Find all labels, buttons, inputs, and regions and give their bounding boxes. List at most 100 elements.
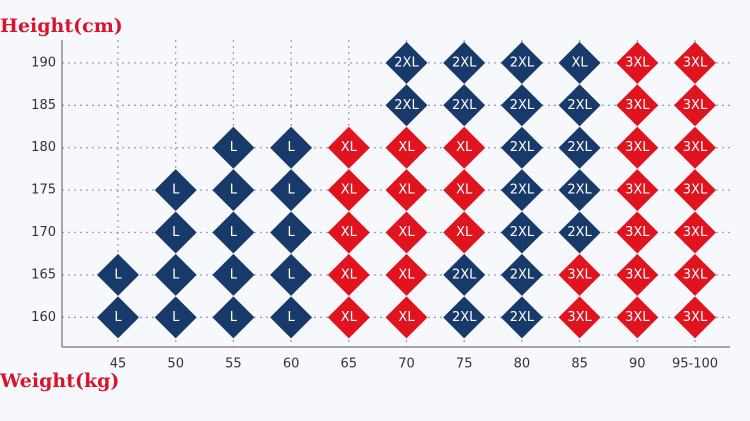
size-label: L <box>172 310 180 325</box>
size-label: L <box>172 267 180 282</box>
size-label: XL <box>341 310 358 325</box>
size-label: 2XL <box>567 98 592 113</box>
size-label: L <box>230 267 238 282</box>
size-diamond <box>385 253 428 296</box>
x-tick-label: 85 <box>571 357 588 372</box>
size-diamond <box>500 126 543 169</box>
size-diamond <box>270 126 313 169</box>
x-tick-label: 75 <box>456 357 473 372</box>
size-diamond <box>327 253 370 296</box>
size-label: XL <box>341 225 358 240</box>
x-axis-title: Weight(kg) <box>0 370 119 392</box>
size-label: 2XL <box>394 98 419 113</box>
size-label: XL <box>572 55 589 70</box>
size-label: XL <box>341 183 358 198</box>
size-diamond <box>154 296 197 339</box>
size-label: 3XL <box>683 140 708 155</box>
size-diamond <box>443 126 486 169</box>
size-label: XL <box>456 140 473 155</box>
size-diamond <box>616 211 659 254</box>
size-diamond <box>500 169 543 212</box>
size-diamond <box>270 169 313 212</box>
size-diamond <box>500 211 543 254</box>
size-label: 3XL <box>683 183 708 198</box>
size-diamond <box>443 169 486 212</box>
size-diamond <box>270 296 313 339</box>
x-tick-label: 95-100 <box>672 357 718 372</box>
x-tick-label: 80 <box>514 357 531 372</box>
x-tick-label: 65 <box>341 357 358 372</box>
size-diamond <box>327 126 370 169</box>
size-label: 3XL <box>567 310 592 325</box>
size-label: 3XL <box>683 98 708 113</box>
size-diamond <box>674 211 716 254</box>
size-diamond <box>443 41 486 84</box>
size-diamond <box>212 126 255 169</box>
size-label: L <box>230 225 238 240</box>
size-label: XL <box>398 225 415 240</box>
size-diamond <box>385 41 428 84</box>
size-diamond <box>558 211 601 254</box>
size-label: 3XL <box>625 98 650 113</box>
size-diamond <box>443 296 486 339</box>
size-label: 2XL <box>452 310 477 325</box>
size-label: L <box>114 310 122 325</box>
size-label: 3XL <box>625 225 650 240</box>
size-diamond <box>558 126 601 169</box>
x-tick-label: 90 <box>629 357 646 372</box>
size-diamond <box>674 41 716 84</box>
size-diamond <box>674 296 716 339</box>
size-label: 2XL <box>567 140 592 155</box>
size-diamond <box>154 169 197 212</box>
size-label: 3XL <box>625 267 650 282</box>
x-tick-label: 50 <box>167 357 184 372</box>
size-diamond <box>558 169 601 212</box>
x-tick-label: 70 <box>398 357 415 372</box>
size-diamond <box>212 211 255 254</box>
y-axis-title: Height(cm) <box>0 15 123 37</box>
size-label: 2XL <box>510 310 535 325</box>
size-diamond <box>674 253 716 296</box>
size-label: L <box>114 267 122 282</box>
size-diamond <box>558 41 601 84</box>
size-diamond <box>385 296 428 339</box>
size-diamond <box>674 84 716 127</box>
y-tick-label: 170 <box>31 225 56 240</box>
y-tick-label: 160 <box>31 310 56 325</box>
size-diamond <box>212 169 255 212</box>
size-label: L <box>230 140 238 155</box>
size-label: XL <box>341 267 358 282</box>
size-diamond <box>616 126 659 169</box>
size-label: XL <box>456 225 473 240</box>
size-diamond <box>97 296 139 339</box>
size-diamond <box>558 253 601 296</box>
size-label: 2XL <box>452 55 477 70</box>
size-diamond <box>443 84 486 127</box>
size-label: 3XL <box>625 310 650 325</box>
size-label: L <box>230 183 238 198</box>
size-label: XL <box>456 183 473 198</box>
size-diamond <box>327 211 370 254</box>
size-label: 2XL <box>567 183 592 198</box>
y-tick-label: 185 <box>31 98 56 113</box>
size-label: 2XL <box>510 55 535 70</box>
size-label: L <box>287 183 295 198</box>
size-label: 2XL <box>452 98 477 113</box>
y-tick-label: 190 <box>31 55 56 70</box>
size-label: 3XL <box>567 267 592 282</box>
size-diamond <box>616 169 659 212</box>
size-label: L <box>287 225 295 240</box>
size-diamond <box>500 253 543 296</box>
size-label: 3XL <box>683 225 708 240</box>
size-diamond <box>327 169 370 212</box>
size-label: XL <box>398 267 415 282</box>
size-label: 3XL <box>625 55 650 70</box>
size-label: XL <box>398 183 415 198</box>
size-label: 2XL <box>452 267 477 282</box>
x-tick-label: 45 <box>110 357 127 372</box>
size-label: L <box>287 140 295 155</box>
size-diamond <box>558 84 601 127</box>
size-diamond <box>327 296 370 339</box>
size-diamond <box>443 253 486 296</box>
